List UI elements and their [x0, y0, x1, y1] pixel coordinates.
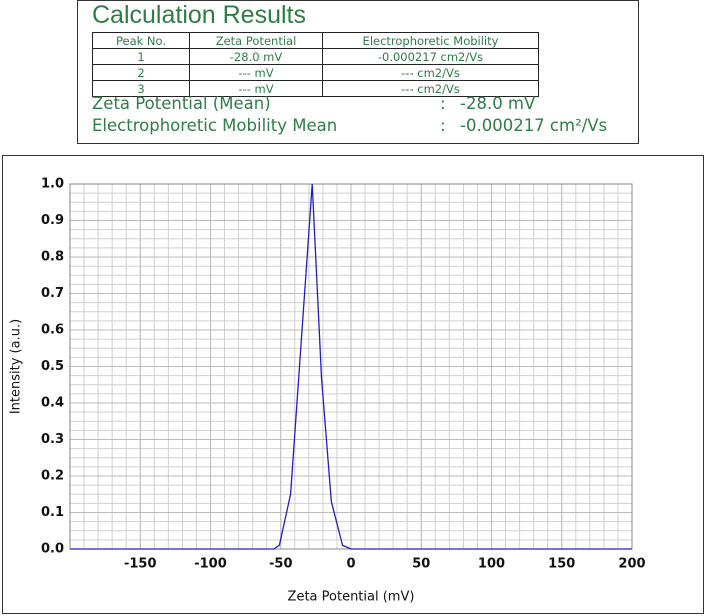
y-tick-label: 0.4 [41, 396, 64, 411]
x-tick-label: -100 [194, 557, 227, 572]
header-cell: Peak No. [92, 32, 190, 49]
table-row: 3 --- mV --- cm2/Vs [92, 80, 539, 97]
y-tick-label: 0.3 [41, 432, 64, 447]
results-title: Calculation Results [92, 1, 306, 29]
summary-separator: : [440, 94, 446, 113]
x-tick-label: 150 [548, 557, 575, 572]
x-tick-label: -150 [124, 557, 157, 572]
y-tick-label: 0.2 [41, 469, 64, 484]
x-axis-label: Zeta Potential (mV) [288, 590, 415, 605]
results-panel: Calculation Results Peak No. Zeta Potenti… [77, 0, 639, 144]
table-cell: --- cm2/Vs [322, 64, 539, 81]
y-tick-label: 0.8 [41, 250, 64, 265]
table-cell: 2 [92, 64, 190, 81]
summary-row: Zeta Potential (Mean): -28.0 mV [92, 94, 622, 114]
table-cell: -28.0 mV [189, 48, 323, 65]
y-tick-label: 0.9 [41, 213, 64, 228]
x-tick-label: 200 [618, 557, 645, 572]
x-tick-label: 100 [478, 557, 505, 572]
y-tick-label: 0.5 [41, 359, 64, 374]
x-tick-label: -50 [269, 557, 293, 572]
y-tick-label: 0.1 [41, 505, 64, 520]
header-cell: Electrophoretic Mobility [322, 32, 539, 49]
summary-label: Zeta Potential (Mean) [92, 94, 271, 113]
table-header: Peak No. Zeta Potential Electrophoretic Mo… [92, 32, 539, 49]
summary-separator: : [440, 116, 446, 135]
results-table: Peak No. Zeta Potential Electrophoretic Mo… [92, 32, 539, 97]
y-tick-label: 0.0 [41, 542, 64, 557]
table-row: 1 -28.0 mV -0.000217 cm2/Vs [92, 48, 539, 65]
table-cell: 3 [92, 80, 190, 97]
table-cell: --- mV [189, 64, 323, 81]
chart-frame [2, 155, 704, 614]
y-tick-label: 0.6 [41, 323, 64, 338]
chart: 0.0 0.1 0.2 0.3 0.4 0.5 0.6 0.7 0.8 0.9 1.0 -150 -10… [2, 155, 704, 614]
table-cell: --- mV [189, 80, 323, 97]
table-cell: -0.000217 cm2/Vs [322, 48, 539, 65]
table-cell: 1 [92, 48, 190, 65]
summary-row: Electrophoretic Mobility Mean: -0.000217 … [92, 116, 622, 136]
table-row: 2 --- mV --- cm2/Vs [92, 64, 539, 81]
summary-value: -28.0 mV [460, 94, 536, 113]
x-tick-label: 50 [412, 557, 430, 572]
line [70, 183, 632, 550]
y-tick-label: 1.0 [41, 177, 64, 192]
x-tick-label: 0 [346, 557, 355, 572]
summary-label: Electrophoretic Mobility Mean [92, 116, 338, 135]
y-tick-label: 0.7 [41, 286, 64, 301]
table-cell: --- cm2/Vs [322, 80, 539, 97]
y-axis-label: Intensity (a.u.) [9, 319, 24, 414]
header-cell: Zeta Potential [189, 32, 323, 49]
summary-value: -0.000217 cm²/Vs [460, 116, 608, 135]
